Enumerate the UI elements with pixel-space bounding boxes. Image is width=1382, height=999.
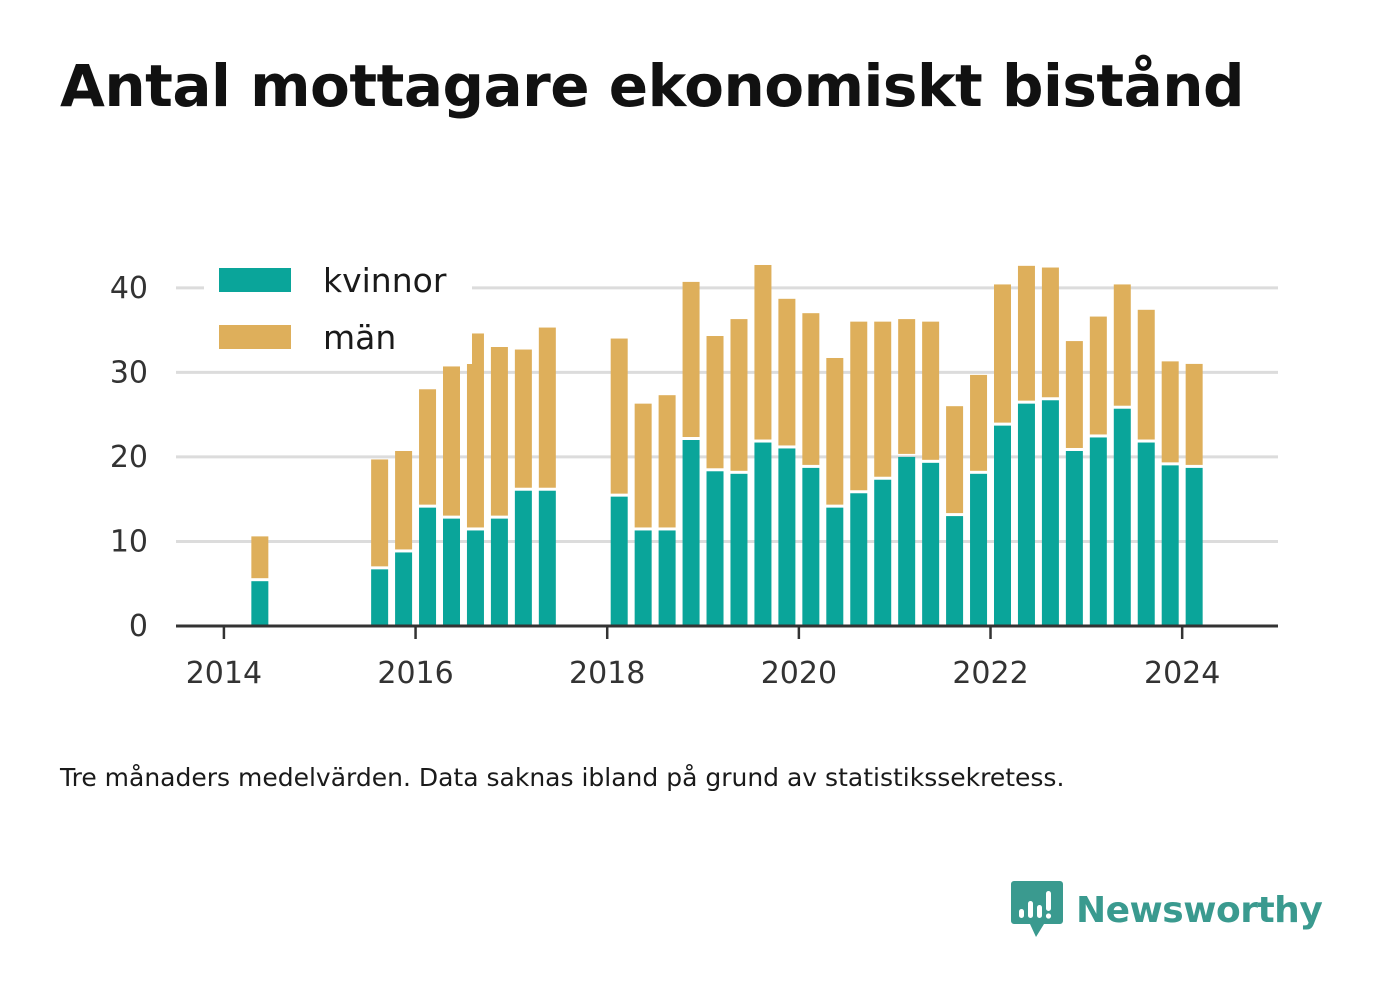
x-tick-label: 2022 <box>952 656 1028 691</box>
bar-män <box>994 284 1011 423</box>
bar-kvinnor <box>898 456 916 626</box>
bar-män <box>898 319 916 454</box>
bar-kvinnor <box>466 530 484 626</box>
bar-kvinnor <box>1065 450 1083 626</box>
legend-label-män: män <box>323 318 396 357</box>
bar-män <box>634 403 652 528</box>
y-tick-label: 10 <box>110 524 148 559</box>
bar-kvinnor <box>850 493 868 626</box>
legend-swatch-kvinnor <box>219 268 291 292</box>
y-tick-label: 30 <box>110 355 148 390</box>
bar-män <box>754 264 772 440</box>
bar-män <box>850 321 868 491</box>
bar-män <box>443 366 460 516</box>
bar-män <box>1041 267 1059 398</box>
axes: 0 10 20 30 40 2014 2016 2018 2020 2022 2024 <box>110 271 1278 691</box>
bar-män <box>1113 284 1131 406</box>
bar-kvinnor <box>538 490 556 626</box>
bar-män <box>371 459 389 567</box>
brand-logo: Newsworthy <box>1010 878 1323 942</box>
bar-män <box>1089 316 1107 435</box>
bar-kvinnor <box>970 473 988 626</box>
bar-män <box>970 374 988 471</box>
bar-kvinnor <box>994 425 1011 626</box>
bar-kvinnor <box>1161 465 1179 626</box>
bar-män <box>874 321 892 477</box>
chart-title: Antal mottagare ekonomiskt bistånd <box>60 52 1245 120</box>
bar-kvinnor <box>946 516 964 626</box>
bar-män <box>419 389 437 505</box>
bar-män <box>1137 309 1155 440</box>
bar-män <box>1065 341 1083 448</box>
bar-män <box>610 338 628 494</box>
x-tick-label: 2018 <box>569 656 645 691</box>
bar-kvinnor <box>395 552 413 626</box>
bar-kvinnor <box>658 530 676 626</box>
bar-män <box>395 450 413 550</box>
y-tick-label: 40 <box>110 271 148 306</box>
y-tick-label: 20 <box>110 440 148 475</box>
bars <box>251 264 1203 626</box>
bar-kvinnor <box>1137 442 1155 626</box>
bar-kvinnor <box>1089 437 1107 626</box>
bar-kvinnor <box>922 462 940 626</box>
bar-kvinnor <box>1017 403 1035 626</box>
y-tick-label: 0 <box>129 609 148 644</box>
bar-män <box>730 319 748 471</box>
bar-män <box>826 357 844 505</box>
bar-män <box>466 333 484 528</box>
bar-kvinnor <box>874 479 892 626</box>
x-tick-label: 2016 <box>377 656 453 691</box>
bar-kvinnor <box>730 473 748 626</box>
bar-kvinnor <box>802 467 820 626</box>
bar-kvinnor <box>419 507 437 626</box>
bar-kvinnor <box>1113 408 1131 626</box>
bar-män <box>778 298 796 446</box>
bar-män <box>251 536 269 579</box>
bar-män <box>706 336 724 469</box>
bar-kvinnor <box>634 530 652 626</box>
bar-män <box>802 313 820 465</box>
x-tick-label: 2014 <box>186 656 262 691</box>
bar-kvinnor <box>778 448 796 626</box>
bar-kvinnor <box>371 569 389 626</box>
bar-kvinnor <box>706 471 724 626</box>
brand-name: Newsworthy <box>1076 889 1323 931</box>
bar-män <box>658 395 676 528</box>
chart: 0 10 20 30 40 2014 2016 2018 2020 2022 2024 kvinno… <box>109 256 1278 691</box>
bar-män <box>514 349 532 488</box>
bar-kvinnor <box>754 442 772 626</box>
bar-kvinnor <box>826 507 844 626</box>
bar-kvinnor <box>443 518 460 626</box>
legend: kvinnor män <box>204 256 472 364</box>
bar-män <box>946 406 964 514</box>
bar-kvinnor <box>514 490 532 626</box>
bar-män <box>490 347 508 516</box>
bar-män <box>1017 265 1035 401</box>
bar-män <box>538 327 556 488</box>
bar-kvinnor <box>1185 467 1203 626</box>
x-tick-label: 2024 <box>1144 656 1220 691</box>
x-tick-label: 2020 <box>761 656 837 691</box>
bar-män <box>1161 361 1179 463</box>
chart-caption: Tre månaders medelvärden. Data saknas ib… <box>60 763 1065 792</box>
bar-chart-speech-bubble-icon <box>1011 881 1063 937</box>
bar-män <box>922 321 940 460</box>
bar-män <box>1185 363 1203 465</box>
bar-män <box>682 281 700 437</box>
bar-kvinnor <box>610 496 628 626</box>
legend-label-kvinnor: kvinnor <box>323 261 447 300</box>
bar-kvinnor <box>1041 400 1059 626</box>
bar-kvinnor <box>682 440 700 626</box>
bar-kvinnor <box>490 518 508 626</box>
bar-kvinnor <box>251 581 269 626</box>
legend-swatch-män <box>219 325 291 349</box>
